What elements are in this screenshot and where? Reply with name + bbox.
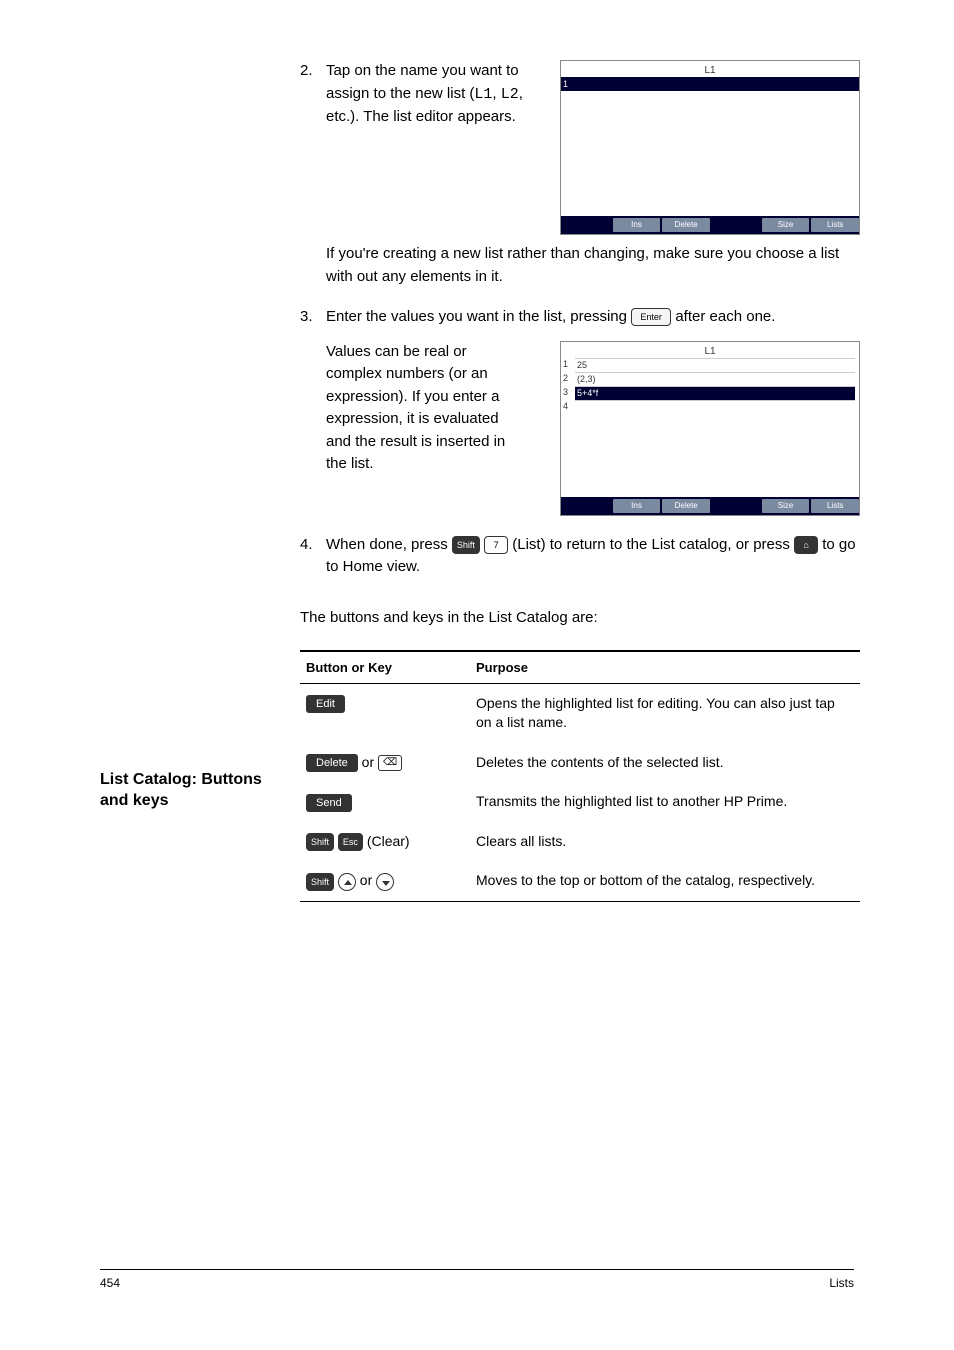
step-body: L1 1 Ins Delete Size Lists Tap on the na…: [326, 60, 860, 288]
edit-softkey-icon: Edit: [306, 695, 345, 713]
table-intro: The buttons and keys in the List Catalog…: [300, 609, 860, 626]
step-number: 4.: [300, 534, 326, 557]
calculator-screenshot-empty: L1 1 Ins Delete Size Lists: [560, 60, 860, 235]
step-number: 3.: [300, 306, 326, 329]
section-heading: List Catalog: Buttons and keys: [100, 770, 280, 812]
down-arrow-key-icon: [376, 873, 394, 891]
table-row: Send Transmits the highlighted list to a…: [300, 782, 860, 822]
page-footer: 454 Lists: [100, 1269, 854, 1290]
purpose-text: Opens the highlighted list for editing. …: [470, 683, 860, 743]
step-body: When done, press Shift 7 (List) to retur…: [326, 534, 860, 579]
table-row: Edit Opens the highlighted list for edit…: [300, 683, 860, 743]
home-key-icon: ⌂: [794, 536, 818, 554]
table-header: Button or Key: [300, 651, 470, 684]
esc-key-icon: Esc: [338, 833, 363, 851]
backspace-key-icon: ⌫: [378, 755, 402, 771]
step-continuation: If you're creating a new list rather tha…: [326, 235, 860, 288]
table-header: Purpose: [470, 651, 860, 684]
send-softkey-icon: Send: [306, 794, 352, 812]
up-arrow-key-icon: [338, 873, 356, 891]
shift-key-icon: Shift: [306, 833, 334, 851]
step-text: Tap on the name you want to assign to th…: [326, 60, 526, 129]
shift-key-icon: Shift: [452, 536, 480, 554]
step-2: 2. L1 1 Ins Delete Size Lists Tap on the…: [300, 60, 860, 288]
purpose-text: Clears all lists.: [470, 822, 860, 862]
page-number: 454: [100, 1276, 120, 1290]
seven-key-icon: 7: [484, 536, 508, 554]
chapter-name: Lists: [829, 1276, 854, 1290]
delete-softkey-icon: Delete: [306, 754, 358, 772]
step-body: Enter the values you want in the list, p…: [326, 306, 860, 516]
step-4: 4. When done, press Shift 7 (List) to re…: [300, 534, 860, 579]
table-row: Delete or ⌫ Deletes the contents of the …: [300, 743, 860, 783]
table-row: Shift or Moves to the top or bottom of t…: [300, 861, 860, 901]
calculator-screenshot-values: L1 1 2 3 4 25 (2,3) 5+4*f Ins Delete Siz: [560, 341, 860, 516]
purpose-text: Transmits the highlighted list to anothe…: [470, 782, 860, 822]
step-text: Values can be real or complex numbers (o…: [326, 341, 526, 476]
table-row: Shift Esc (Clear) Clears all lists.: [300, 822, 860, 862]
shift-key-icon: Shift: [306, 873, 334, 891]
purpose-text: Moves to the top or bottom of the catalo…: [470, 861, 860, 901]
purpose-text: Deletes the contents of the selected lis…: [470, 743, 860, 783]
step-3: 3. Enter the values you want in the list…: [300, 306, 860, 516]
enter-key-icon: Enter: [631, 308, 671, 326]
buttons-keys-table: Button or Key Purpose Edit Opens the hig…: [300, 650, 860, 903]
step-number: 2.: [300, 60, 326, 83]
